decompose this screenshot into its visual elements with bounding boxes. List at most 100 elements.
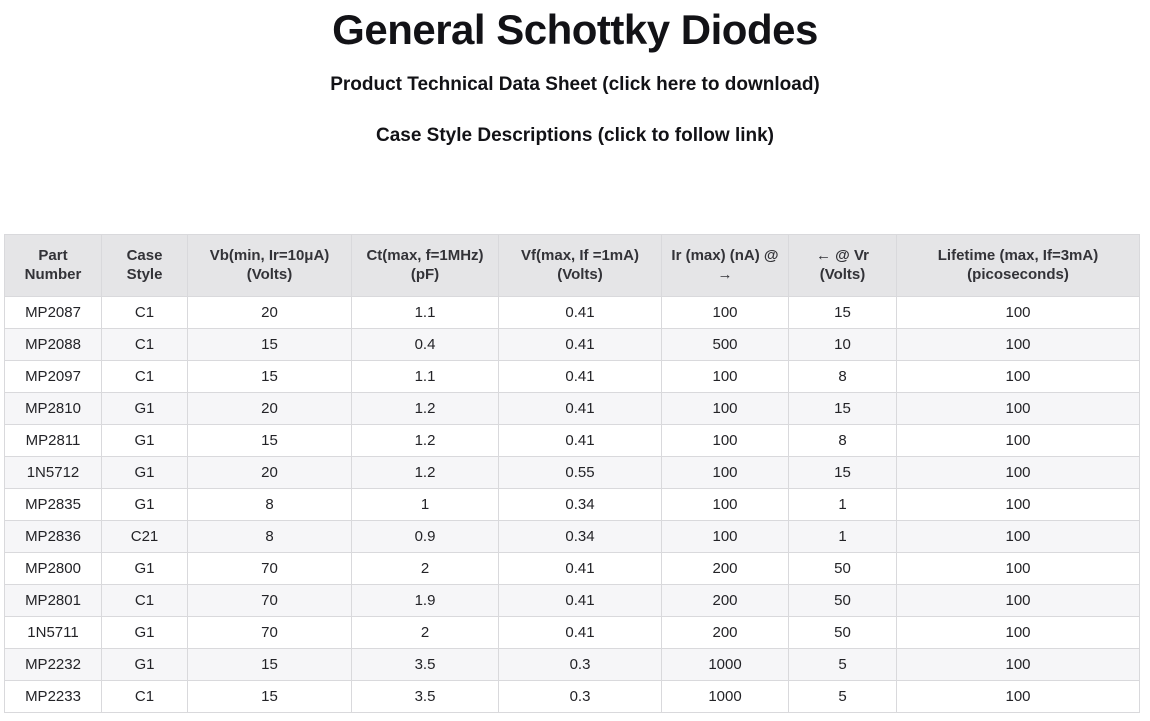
cell-lifetime: 100	[896, 359, 1140, 393]
cell-lifetime: 100	[896, 327, 1140, 361]
table-row: MP2810 G1 20 1.2 0.41 100 15 100	[4, 391, 1140, 425]
cell-vb: 70	[187, 615, 352, 649]
table-row: MP2835 G1 8 1 0.34 100 1 100	[4, 487, 1140, 521]
cell-ct: 1.1	[351, 359, 499, 393]
cell-ct: 0.4	[351, 327, 499, 361]
column-header-ct: Ct(max, f=1MHz) (pF)	[351, 233, 499, 297]
cell-lifetime: 100	[896, 391, 1140, 425]
cell-vr: 5	[788, 647, 897, 681]
cell-lifetime: 100	[896, 423, 1140, 457]
table-row: MP2811 G1 15 1.2 0.41 100 8 100	[4, 423, 1140, 457]
cell-ir: 100	[661, 455, 789, 489]
cell-case-style: G1	[101, 551, 188, 585]
cell-vb: 70	[187, 583, 352, 617]
cell-ir: 1000	[661, 647, 789, 681]
cell-ir: 1000	[661, 679, 789, 713]
cell-vb: 20	[187, 455, 352, 489]
cell-case-style: G1	[101, 647, 188, 681]
cell-ir: 100	[661, 391, 789, 425]
datasheet-download-link[interactable]: Product Technical Data Sheet (click here…	[330, 74, 820, 96]
cell-ct: 1.9	[351, 583, 499, 617]
cell-part-number: MP2233	[4, 679, 102, 713]
table-header: Part Number Case Style Vb(min, Ir=10μA) …	[4, 233, 1140, 297]
cell-vr: 8	[788, 359, 897, 393]
cell-part-number: MP2810	[4, 391, 102, 425]
cell-lifetime: 100	[896, 519, 1140, 553]
cell-case-style: G1	[101, 423, 188, 457]
cell-vr: 5	[788, 679, 897, 713]
column-header-case-style: Case Style	[101, 233, 188, 297]
column-header-lifetime: Lifetime (max, If=3mA) (picoseconds)	[896, 233, 1140, 297]
table-row: 1N5711 G1 70 2 0.41 200 50 100	[4, 615, 1140, 649]
table-row: MP2232 G1 15 3.5 0.3 1000 5 100	[4, 647, 1140, 681]
cell-part-number: MP2836	[4, 519, 102, 553]
table-row: MP2233 C1 15 3.5 0.3 1000 5 100	[4, 679, 1140, 713]
cell-vr: 50	[788, 551, 897, 585]
cell-ct: 3.5	[351, 679, 499, 713]
cell-lifetime: 100	[896, 487, 1140, 521]
cell-part-number: 1N5711	[4, 615, 102, 649]
cell-ir: 100	[661, 359, 789, 393]
cell-vb: 8	[187, 519, 352, 553]
cell-case-style: C1	[101, 359, 188, 393]
cell-part-number: MP2088	[4, 327, 102, 361]
header-row: Part Number Case Style Vb(min, Ir=10μA) …	[4, 233, 1140, 297]
cell-case-style: C1	[101, 295, 188, 329]
cell-ir: 100	[661, 423, 789, 457]
table-row: MP2801 C1 70 1.9 0.41 200 50 100	[4, 583, 1140, 617]
table-row: MP2087 C1 20 1.1 0.41 100 15 100	[4, 295, 1140, 329]
cell-vr: 15	[788, 455, 897, 489]
cell-vb: 15	[187, 679, 352, 713]
cell-ct: 2	[351, 551, 499, 585]
table-row: MP2097 C1 15 1.1 0.41 100 8 100	[4, 359, 1140, 393]
diodes-table: Part Number Case Style Vb(min, Ir=10μA) …	[4, 233, 1140, 713]
cell-lifetime: 100	[896, 551, 1140, 585]
cell-case-style: G1	[101, 455, 188, 489]
cell-vf: 0.41	[498, 391, 662, 425]
cell-vr: 10	[788, 327, 897, 361]
cell-vb: 70	[187, 551, 352, 585]
cell-case-style: G1	[101, 391, 188, 425]
cell-ct: 1.1	[351, 295, 499, 329]
cell-ct: 1.2	[351, 455, 499, 489]
cell-ir: 100	[661, 487, 789, 521]
table-body: MP2087 C1 20 1.1 0.41 100 15 100 MP2088 …	[4, 295, 1140, 713]
cell-ir: 200	[661, 615, 789, 649]
column-header-vf: Vf(max, If =1mA) (Volts)	[498, 233, 662, 297]
cell-vf: 0.41	[498, 551, 662, 585]
cell-ct: 1	[351, 487, 499, 521]
cell-vf: 0.3	[498, 647, 662, 681]
cell-part-number: MP2800	[4, 551, 102, 585]
cell-vr: 1	[788, 519, 897, 553]
cell-vr: 15	[788, 295, 897, 329]
table-row: MP2800 G1 70 2 0.41 200 50 100	[4, 551, 1140, 585]
column-header-vb: Vb(min, Ir=10μA) (Volts)	[187, 233, 352, 297]
cell-vb: 15	[187, 647, 352, 681]
cell-vb: 20	[187, 295, 352, 329]
cell-lifetime: 100	[896, 455, 1140, 489]
cell-ir: 500	[661, 327, 789, 361]
cell-vb: 20	[187, 391, 352, 425]
cell-ct: 1.2	[351, 391, 499, 425]
cell-case-style: C1	[101, 583, 188, 617]
cell-part-number: MP2811	[4, 423, 102, 457]
cell-part-number: MP2097	[4, 359, 102, 393]
cell-vf: 0.41	[498, 327, 662, 361]
cell-vr: 15	[788, 391, 897, 425]
cell-vr: 50	[788, 583, 897, 617]
case-style-descriptions-link[interactable]: Case Style Descriptions (click to follow…	[375, 124, 775, 146]
column-header-part-number: Part Number	[4, 233, 102, 297]
cell-ir: 200	[661, 551, 789, 585]
cell-ct: 3.5	[351, 647, 499, 681]
cell-vb: 15	[187, 359, 352, 393]
cell-part-number: MP2232	[4, 647, 102, 681]
cell-ir: 100	[661, 295, 789, 329]
table-row: 1N5712 G1 20 1.2 0.55 100 15 100	[4, 455, 1140, 489]
cell-lifetime: 100	[896, 647, 1140, 681]
cell-ct: 1.2	[351, 423, 499, 457]
table-row: MP2088 C1 15 0.4 0.41 500 10 100	[4, 327, 1140, 361]
cell-lifetime: 100	[896, 583, 1140, 617]
cell-vf: 0.55	[498, 455, 662, 489]
cell-vr: 1	[788, 487, 897, 521]
cell-ct: 0.9	[351, 519, 499, 553]
